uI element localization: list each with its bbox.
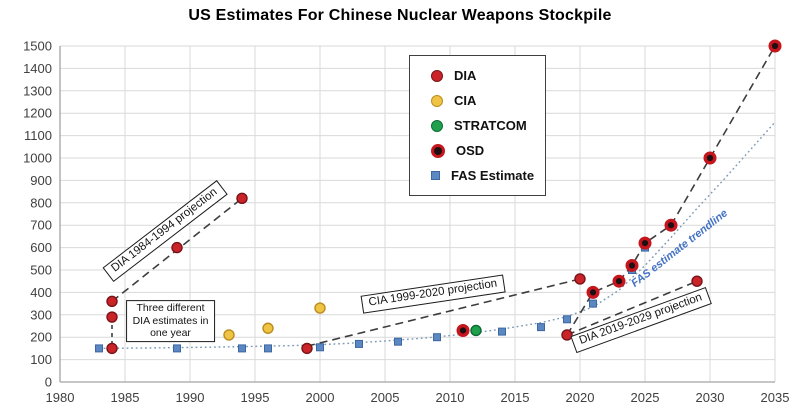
data-point-fas-estimate [589,299,597,308]
data-point-fas-estimate [316,343,324,352]
legend-label-stratcom: STRATCOM [454,118,527,133]
data-point-cia [262,322,274,334]
data-point-fas-estimate [264,344,272,353]
data-point-osd [703,151,717,165]
y-tick-label: 1200 [23,106,52,121]
x-tick-label: 1985 [111,390,140,405]
legend-item-fas: FAS Estimate [410,168,545,183]
x-tick-label: 1990 [176,390,205,405]
data-point-fas-estimate [394,337,402,346]
data-point-dia [236,192,248,205]
data-point-dia [106,295,118,308]
data-point-osd [456,323,470,337]
three-estimates-label: Three different DIA estimates in one yea… [125,300,216,342]
y-tick-label: 600 [30,240,52,255]
y-tick-label: 900 [30,173,52,188]
data-point-cia [223,329,235,341]
data-point-osd [586,285,600,299]
legend-item-stratcom: STRATCOM [410,118,545,133]
legend-label-fas: FAS Estimate [451,168,535,183]
legend-item-dia: DIA [410,68,545,83]
data-point-stratcom [470,324,482,337]
y-tick-label: 800 [30,195,52,210]
data-point-dia [301,342,313,355]
y-tick-label: 400 [30,285,52,300]
data-point-dia [106,342,118,355]
stratcom-marker-icon [431,119,443,132]
y-tick-label: 700 [30,218,52,233]
fas-marker-icon [431,171,440,180]
x-tick-label: 2030 [696,390,725,405]
legend-item-osd: OSD [410,143,545,158]
data-point-osd [664,218,678,232]
data-point-dia [691,275,703,287]
y-tick-label: 500 [30,263,52,278]
osd-marker-icon [431,143,445,158]
x-tick-label: 2000 [306,390,335,405]
cia-1999-2020-projection-line [306,278,581,347]
data-point-dia [574,273,586,285]
y-tick-label: 1500 [23,39,52,54]
legend-label-dia: DIA [454,68,477,83]
legend: DIA CIA STRATCOM OSD FAS Estimate [409,55,546,196]
legend-item-cia: CIA [410,93,545,108]
y-tick-label: 200 [30,330,52,345]
x-tick-label: 2020 [566,390,595,405]
data-point-fas-estimate [95,344,103,353]
x-tick-label: 2010 [436,390,465,405]
data-point-fas-estimate [355,339,363,348]
x-tick-label: 2025 [631,390,660,405]
data-point-osd [612,274,626,288]
y-tick-label: 100 [30,352,52,367]
legend-label-osd: OSD [456,143,485,158]
data-point-fas-estimate [563,315,571,324]
data-point-fas-estimate [238,344,246,353]
data-point-fas-estimate [537,323,545,332]
data-point-dia [106,311,118,323]
y-tick-label: 1400 [23,61,52,76]
y-tick-label: 0 [45,375,52,390]
dia-2019-2029-projection-line [566,280,698,336]
y-tick-label: 1300 [23,83,52,98]
data-point-fas-estimate [433,333,441,342]
data-point-cia [314,302,326,314]
y-tick-label: 1100 [24,128,52,143]
data-point-osd [768,39,782,53]
x-tick-label: 2035 [761,390,790,405]
data-point-fas-estimate [498,327,506,336]
data-point-osd [625,259,639,273]
cia-marker-icon [431,94,443,107]
fas-trendline [98,121,776,350]
dia-marker-icon [431,69,443,82]
x-tick-label: 2005 [371,390,400,405]
data-point-dia [171,241,183,254]
y-tick-label: 1000 [23,151,52,166]
chart-title: US Estimates For Chinese Nuclear Weapons… [188,7,612,24]
x-tick-label: 1995 [241,390,270,405]
x-tick-label: 2015 [501,390,530,405]
data-point-osd [638,236,652,250]
legend-label-cia: CIA [454,93,477,108]
y-tick-label: 300 [30,307,52,322]
x-tick-label: 1980 [46,390,75,405]
data-point-fas-estimate [173,344,181,353]
